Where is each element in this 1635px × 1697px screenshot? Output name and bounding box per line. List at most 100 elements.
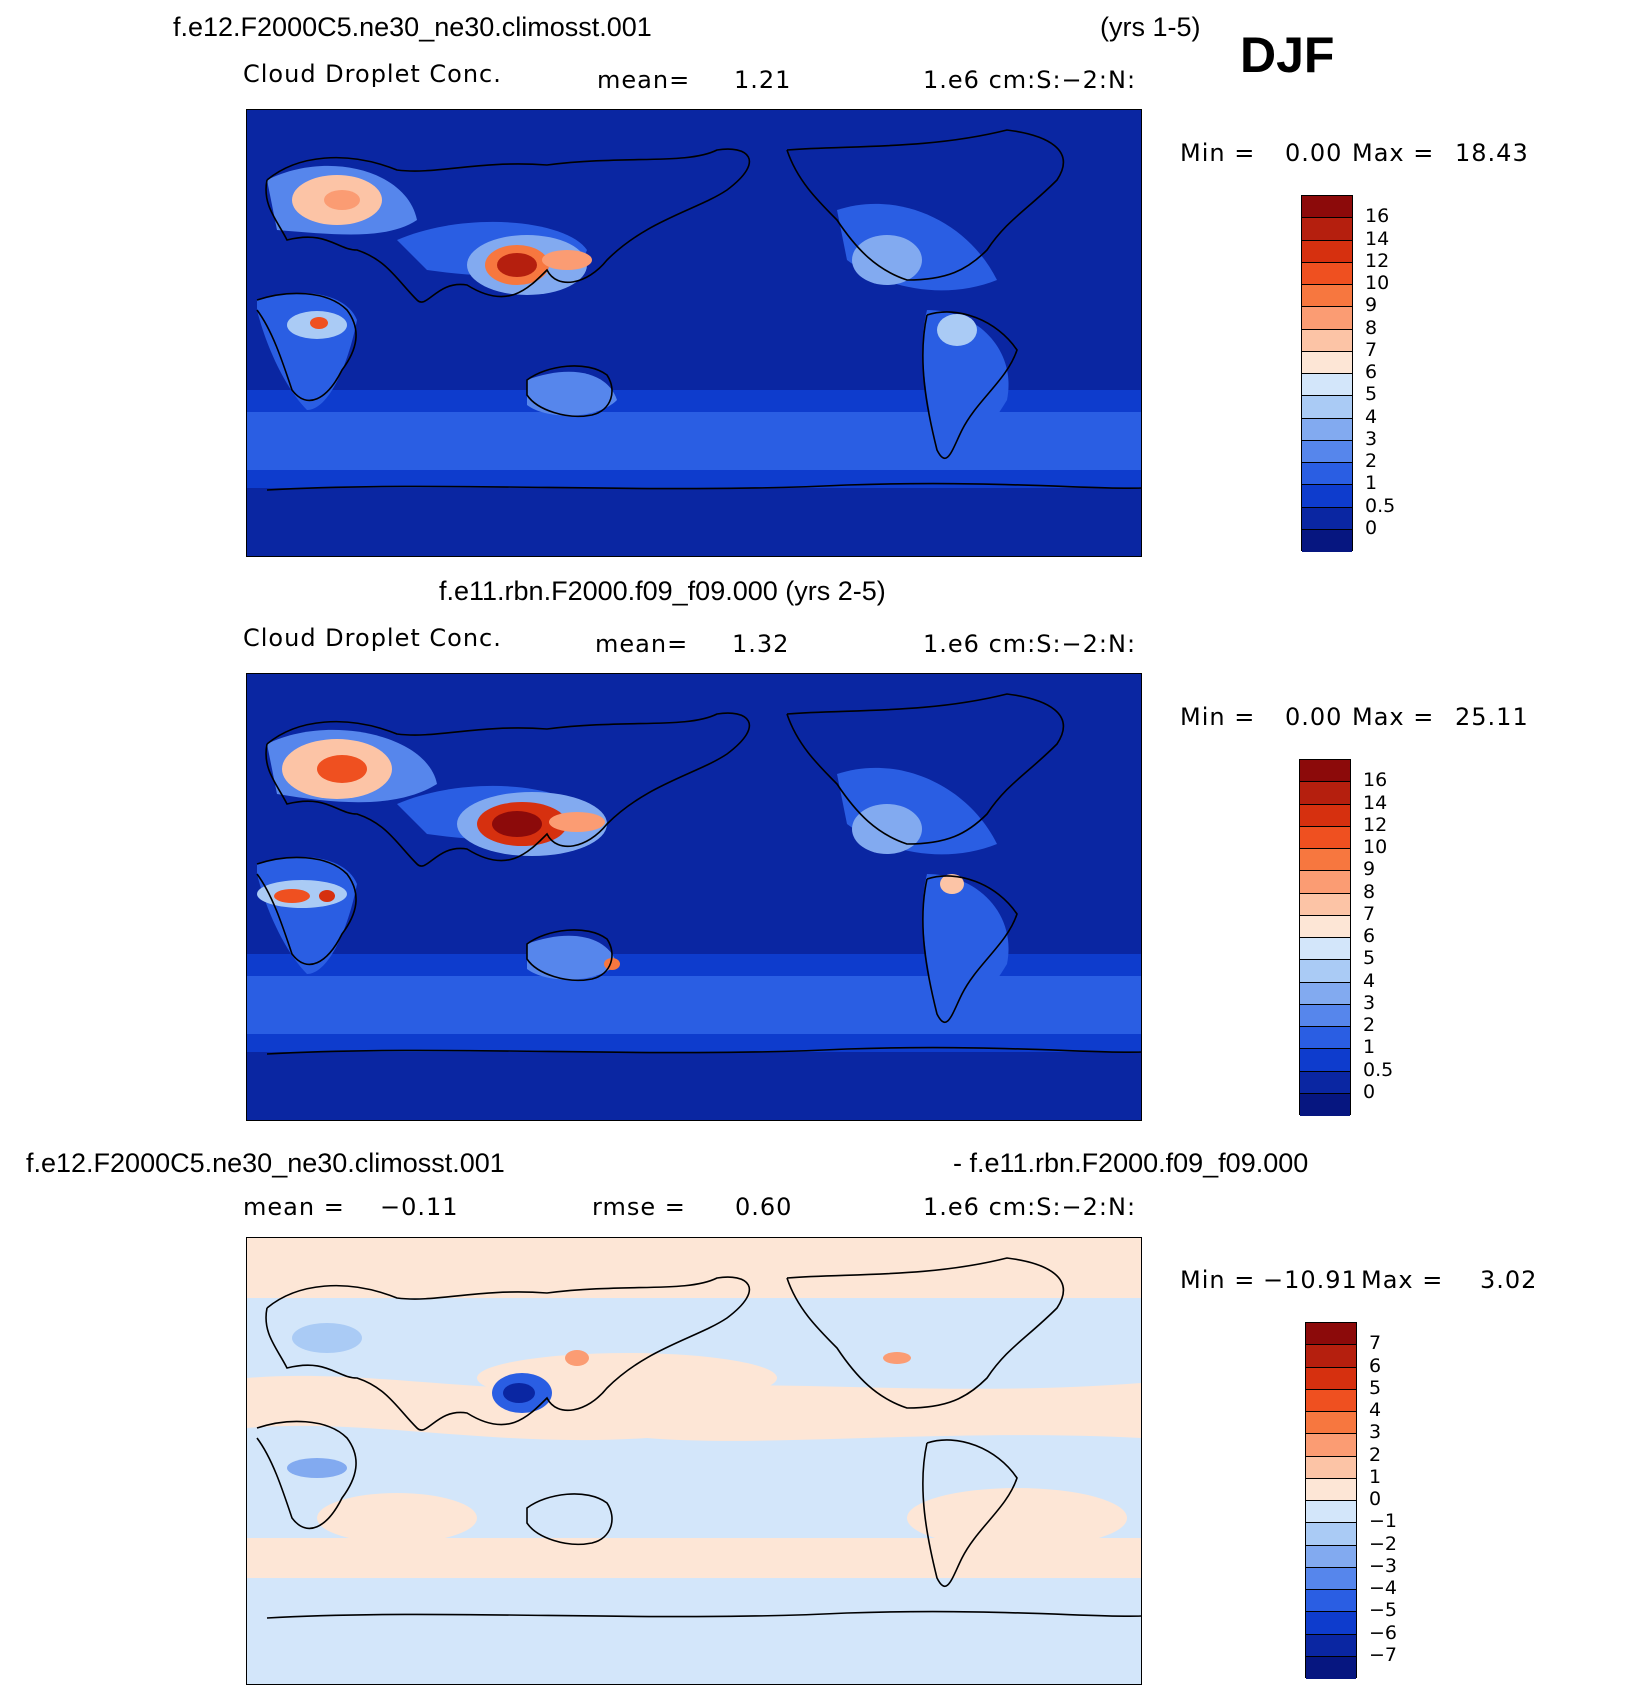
colorbar-swatch: [1306, 1523, 1356, 1546]
panel2-variable-label: Cloud Droplet Conc.: [243, 624, 502, 652]
panel2-case-title: f.e11.rbn.F2000.f09_f09.000 (yrs 2-5): [439, 576, 886, 606]
colorbar-tick-label: −7: [1369, 1643, 1398, 1666]
colorbar-swatch: [1302, 240, 1352, 263]
colorbar-swatch: [1300, 871, 1350, 894]
colorbar-swatch: [1306, 1501, 1356, 1524]
colorbar-swatch: [1302, 507, 1352, 530]
panel3-mean-value: −0.11: [380, 1193, 459, 1221]
colorbar-tick-label: 7: [1365, 338, 1378, 361]
panel3-max-value: 3.02: [1480, 1266, 1538, 1294]
colorbar-tick-label: −1: [1369, 1510, 1398, 1533]
colorbar-tick-label: 9: [1365, 294, 1378, 317]
colorbar-swatch: [1300, 804, 1350, 827]
panel1-map: [246, 109, 1142, 557]
colorbar-swatch: [1300, 1004, 1350, 1027]
panel3-rmse-label: rmse =: [592, 1193, 686, 1221]
colorbar-tick-label: 12: [1363, 813, 1388, 836]
colorbar-tick-label: 5: [1369, 1376, 1382, 1399]
colorbar-swatch: [1306, 1545, 1356, 1568]
colorbar-tick-label: 2: [1369, 1443, 1382, 1466]
panel1-min-value: 0.00: [1285, 139, 1343, 167]
panel3-case-b: - f.e11.rbn.F2000.f09_f09.000: [953, 1148, 1309, 1178]
colorbar-tick-label: 4: [1369, 1399, 1382, 1421]
colorbar-tick-label: 0: [1369, 1488, 1382, 1510]
colorbar-swatch: [1306, 1456, 1356, 1479]
colorbar-tick-label: 0.5: [1365, 494, 1396, 517]
colorbar-swatch: [1302, 418, 1352, 441]
colorbar-tick-label: 8: [1363, 880, 1376, 903]
colorbar-swatch: [1300, 938, 1350, 961]
colorbar-swatch: [1302, 374, 1352, 397]
colorbar-tick-label: 0: [1363, 1080, 1376, 1103]
colorbar-swatch: [1306, 1567, 1356, 1590]
colorbar-swatch: [1302, 440, 1352, 463]
colorbar-swatch: [1306, 1478, 1356, 1501]
colorbar-tick-label: 10: [1365, 272, 1390, 294]
panel3-units: 1.e6 cm:S:−2:N:: [923, 1193, 1137, 1221]
panel2-mean-label: mean=: [595, 630, 689, 658]
colorbar-tick-label: 5: [1365, 383, 1378, 406]
panel2-colorbar: [1299, 759, 1351, 1116]
colorbar-swatch: [1302, 351, 1352, 374]
colorbar-swatch: [1306, 1323, 1356, 1346]
colorbar-tick-label: 1: [1369, 1465, 1382, 1488]
colorbar-tick-label: 4: [1363, 969, 1376, 992]
colorbar-tick-label: 0.5: [1363, 1058, 1394, 1081]
panel3-max-label: Max =: [1361, 1266, 1444, 1294]
colorbar-tick-label: 2: [1365, 450, 1378, 472]
colorbar-tick-label: 12: [1365, 249, 1390, 272]
colorbar-swatch: [1302, 196, 1352, 219]
season-label: DJF: [1240, 27, 1335, 83]
colorbar-tick-label: −2: [1369, 1532, 1398, 1555]
colorbar-swatch: [1300, 893, 1350, 916]
colorbar-swatch: [1302, 529, 1352, 552]
colorbar-swatch: [1300, 826, 1350, 849]
colorbar-swatch: [1302, 262, 1352, 285]
panel2-max-label: Max =: [1352, 703, 1435, 731]
colorbar-swatch: [1306, 1590, 1356, 1613]
panel3-min-value: −10.91: [1263, 1266, 1358, 1294]
colorbar-tick-label: 10: [1363, 836, 1388, 858]
colorbar-swatch: [1300, 1071, 1350, 1094]
colorbar-tick-label: 2: [1363, 1014, 1376, 1036]
colorbar-swatch: [1302, 463, 1352, 486]
panel2-min-label: Min =: [1180, 703, 1256, 731]
panel3-colorbar: [1305, 1322, 1357, 1679]
colorbar-swatch: [1306, 1412, 1356, 1435]
colorbar-swatch: [1302, 485, 1352, 508]
panel1-colorbar: [1301, 195, 1353, 552]
colorbar-tick-label: −4: [1369, 1577, 1398, 1599]
colorbar-tick-label: 4: [1365, 405, 1378, 428]
panel2-mean-value: 1.32: [732, 630, 790, 658]
panel3-min-label: Min =: [1180, 1266, 1256, 1294]
colorbar-swatch: [1306, 1656, 1356, 1679]
colorbar-tick-label: 1: [1363, 1036, 1376, 1059]
colorbar-swatch: [1300, 982, 1350, 1005]
panel1-case-title: f.e12.F2000C5.ne30_ne30.climosst.001: [173, 12, 652, 42]
colorbar-tick-label: 6: [1369, 1354, 1382, 1377]
colorbar-swatch: [1302, 307, 1352, 330]
colorbar-swatch: [1300, 1049, 1350, 1072]
colorbar-swatch: [1300, 849, 1350, 872]
panel2-max-value: 25.11: [1455, 703, 1529, 731]
colorbar-tick-label: −5: [1369, 1599, 1398, 1622]
panel1-units: 1.e6 cm:S:−2:N:: [923, 66, 1137, 94]
colorbar-tick-label: −3: [1369, 1554, 1398, 1577]
colorbar-tick-label: 3: [1369, 1421, 1382, 1444]
colorbar-tick-label: 9: [1363, 858, 1376, 881]
colorbar-swatch: [1302, 396, 1352, 419]
colorbar-swatch: [1306, 1367, 1356, 1390]
panel1-max-label: Max =: [1352, 139, 1435, 167]
colorbar-tick-label: 3: [1365, 427, 1378, 450]
panel3-case-a: f.e12.F2000C5.ne30_ne30.climosst.001: [26, 1148, 505, 1178]
colorbar-swatch: [1302, 218, 1352, 241]
panel1-min-label: Min =: [1180, 139, 1256, 167]
panel3-rmse-value: 0.60: [735, 1193, 793, 1221]
colorbar-swatch: [1300, 760, 1350, 783]
colorbar-tick-label: 0: [1365, 516, 1378, 539]
panel3-mean-label: mean =: [243, 1193, 345, 1221]
colorbar-swatch: [1300, 1027, 1350, 1050]
colorbar-swatch: [1300, 1093, 1350, 1116]
colorbar-tick-label: 7: [1363, 902, 1376, 925]
colorbar-tick-label: 7: [1369, 1332, 1382, 1355]
